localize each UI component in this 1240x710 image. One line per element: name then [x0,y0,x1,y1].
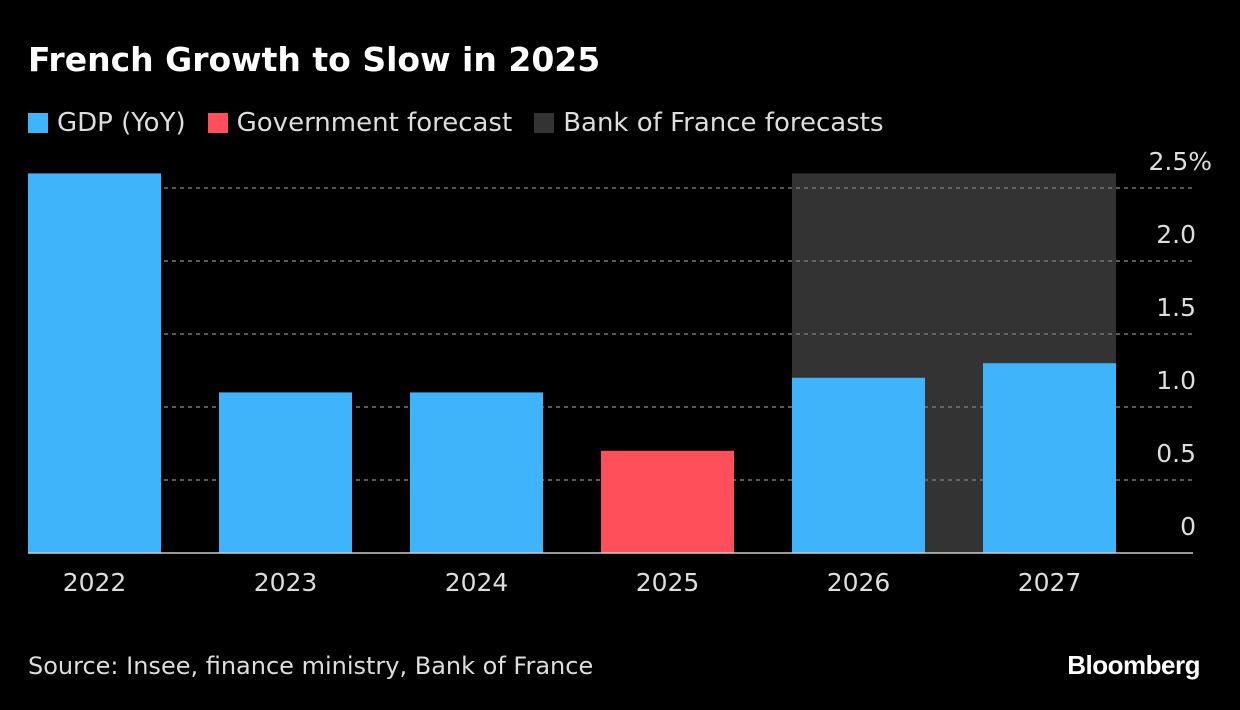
bar-2022 [28,173,161,553]
y-tick-label: 1.5 [1156,293,1196,322]
y-tick-label: 2.5% [1148,147,1212,176]
legend-swatch [207,113,228,133]
legend-swatch [28,113,48,133]
source-note: Source: Insee, finance ministry, Bank of… [28,652,594,680]
y-tick-label: 0 [1180,512,1196,541]
x-tick-label: 2022 [63,568,127,597]
y-tick-label: 1.0 [1156,366,1196,395]
legend-swatch [534,113,555,133]
legend-item-government: Government forecast [207,108,513,138]
y-tick-label: 2.0 [1156,220,1196,249]
x-tick-label: 2023 [254,568,318,597]
legend-item-bank-of-france: Bank of France forecasts [534,108,884,138]
x-tick-label: 2025 [636,568,700,597]
bar-2026 [792,377,925,553]
legend-label: Government forecast [236,108,513,138]
y-tick-label: 0.5 [1156,439,1196,468]
legend-label: Bank of France forecasts [563,108,884,138]
x-tick-label: 2024 [445,568,509,597]
x-tick-label: 2027 [1018,568,1082,597]
legend-item-gdp: GDP (YoY) [28,108,186,138]
bloomberg-logo: Bloomberg [1067,650,1200,680]
chart-title: French Growth to Slow in 2025 [28,40,601,79]
x-tick-label: 2026 [827,568,891,597]
bar-2025 [601,450,734,553]
bar-2024 [410,392,543,553]
legend: GDP (YoY) Government forecast Bank of Fr… [28,108,884,138]
bar-2027 [983,363,1116,553]
bar-2023 [219,392,352,553]
legend-label: GDP (YoY) [57,108,186,138]
